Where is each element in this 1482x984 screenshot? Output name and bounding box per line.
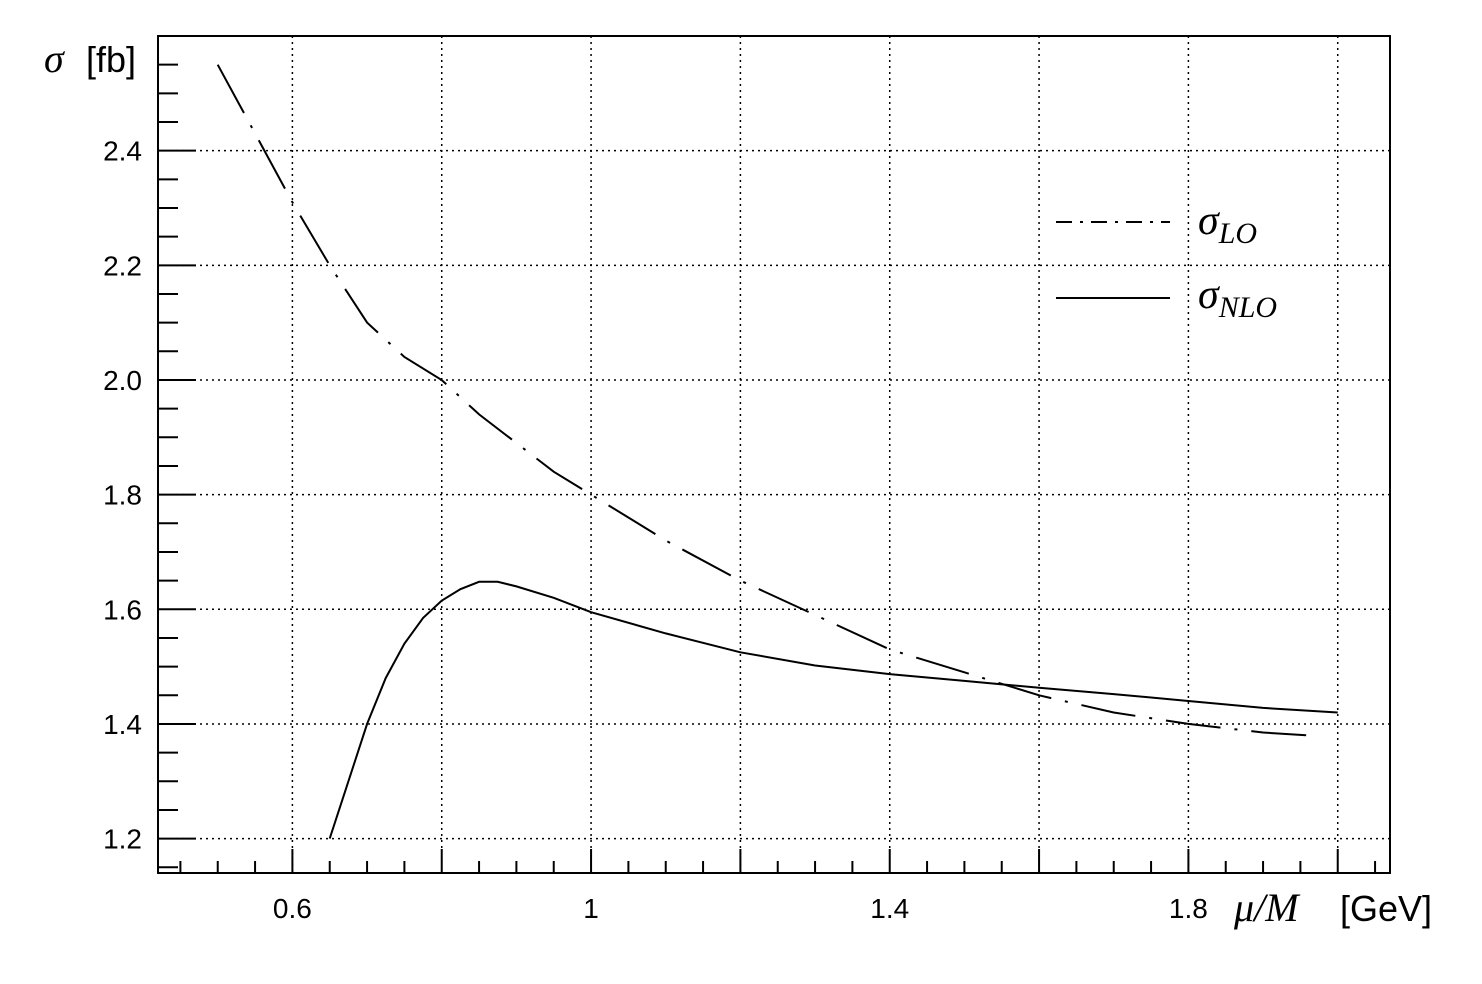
y-axis-unit: [fb] — [86, 39, 136, 80]
legend-label-lo-main: σ — [1198, 198, 1221, 244]
y-tick-label: 1.4 — [103, 709, 142, 740]
y-tick-label: 2.2 — [103, 250, 142, 281]
y-tick-label: 1.2 — [103, 824, 142, 855]
x-axis-unit: [GeV] — [1340, 888, 1432, 929]
legend-label-lo-sub: LO — [1218, 217, 1257, 250]
x-tick-label: 1.4 — [870, 893, 909, 924]
y-tick-label: 1.8 — [103, 480, 142, 511]
minor-ticks — [158, 35, 1377, 873]
x-tick-label: 1.8 — [1169, 893, 1208, 924]
grid — [158, 36, 1390, 873]
series-line-nlo — [328, 580, 1338, 839]
x-tick-label: 0.6 — [273, 893, 312, 924]
x-axis-title: μ/M — [1233, 885, 1301, 930]
legend-label-lo: σLO — [1198, 198, 1257, 250]
series-layer — [216, 64, 1338, 839]
y-tick-labels: 1.2 1.4 1.6 1.8 2.0 2.2 2.4 — [103, 136, 142, 855]
y-tick-label: 1.6 — [103, 594, 142, 625]
y-axis-title: σ — [44, 36, 65, 81]
legend: σLO σNLO — [1056, 198, 1277, 324]
y-tick-label: 2.0 — [103, 365, 142, 396]
x-tick-labels: 0.6 1 1.4 1.8 — [273, 893, 1208, 924]
y-tick-label: 2.4 — [103, 136, 142, 167]
legend-label-nlo-main: σ — [1198, 272, 1221, 318]
x-tick-label: 1 — [583, 893, 599, 924]
plot-frame — [157, 35, 1391, 874]
series-line-lo — [216, 64, 1308, 737]
legend-label-nlo: σNLO — [1198, 272, 1277, 324]
legend-label-nlo-sub: NLO — [1218, 291, 1277, 324]
